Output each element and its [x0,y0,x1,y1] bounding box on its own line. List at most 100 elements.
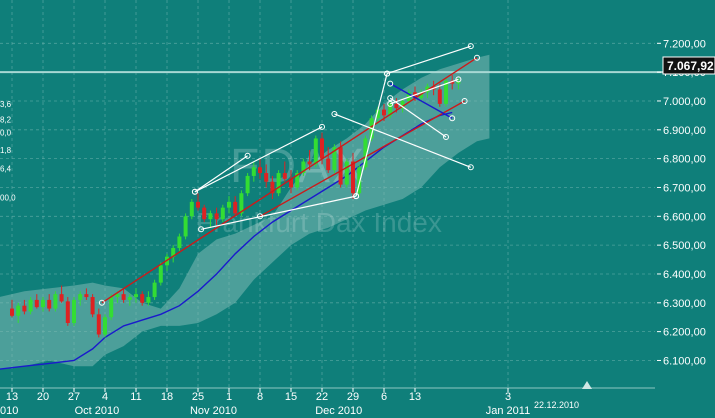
trend-handle-start-10 [387,100,394,107]
candle-39 [251,161,256,182]
candle-body-70 [444,80,448,104]
candle-40 [258,158,262,179]
candle-0 [10,299,14,318]
volatility-band [0,54,490,370]
candle-body-12 [84,294,89,298]
candle-body-5 [41,299,45,308]
trend-handle-start-8 [387,95,394,102]
candle-body-15 [103,317,107,335]
candle-30 [196,193,200,211]
candle-body-59 [375,109,380,119]
candle-body-10 [72,299,76,323]
candle-13 [90,294,95,318]
candle-body-49 [313,138,318,165]
current-price-label: 7.067,92 [667,59,714,73]
candles [10,75,461,338]
x-day-label-10: 22 [316,391,328,403]
trend-line-1 [259,100,465,217]
candle-body-26 [171,248,176,257]
candle-23 [152,279,157,300]
candle-51 [326,147,331,174]
candle-12 [84,288,89,300]
candle-body-18 [121,294,126,300]
candle-body-35 [227,201,231,208]
candle-21 [140,291,145,306]
current-price-marker: 7.067,92 [662,56,715,75]
trend-line-9 [334,113,472,168]
candle-body-51 [326,158,331,171]
candle-18 [121,288,126,303]
candle-body-47 [301,161,306,174]
candle-body-19 [127,297,132,300]
y-tick-label-0: 7.200,00 [663,38,706,50]
candle-body-56 [357,167,362,194]
trend-handle-end-7 [467,43,474,50]
trend-line-0 [101,57,478,304]
candle-34 [220,204,225,223]
candle-body-17 [115,294,120,298]
candle-27 [177,233,182,251]
candle-body-20 [134,294,138,298]
trend-line-4 [194,155,248,193]
candle-body-52 [332,147,337,171]
candle-body-40 [258,167,262,174]
candle-body-55 [351,161,355,194]
candle-31 [202,204,207,223]
candle-body-3 [28,299,33,312]
y-tick-label-9: 6.300,00 [663,298,706,310]
trend-handle-end-3 [319,123,325,130]
candle-29 [189,199,194,220]
candle-1 [16,302,21,323]
candle-body-62 [394,103,399,109]
candle-52 [332,144,337,174]
current-price-box [662,56,715,75]
candle-body-41 [264,173,269,182]
x-month-label-3: Dec 2010 [315,405,362,417]
candle-57 [363,135,368,171]
candle-body-29 [189,201,194,217]
candle-70 [444,77,448,107]
candle-body-24 [158,265,163,283]
y-tick-label-6: 6.600,00 [663,211,706,223]
candle-body-36 [233,201,238,214]
trend-lines [98,43,480,306]
candle-body-1 [16,305,21,316]
x-month-label-0: 010 [0,405,18,417]
candle-45 [289,170,293,194]
candle-body-2 [22,305,27,312]
trend-handle-start-5 [198,226,205,233]
y-tick-label-3: 6.900,00 [663,125,706,137]
candle-54 [344,158,349,188]
trend-handle-start-2 [387,80,394,87]
candle-body-61 [388,103,393,116]
fib-label-0: 3,6 [0,100,12,109]
candle-body-54 [344,161,349,185]
candle-33 [214,207,219,225]
candle-body-34 [220,207,225,220]
fib-label-2: 0,0 [0,129,12,138]
candle-body-32 [208,213,213,220]
y-tick-label-7: 6.500,00 [663,240,706,252]
trend-handle-end-4 [244,152,251,159]
candle-body-4 [34,299,39,308]
candle-42 [270,175,275,199]
candle-body-42 [270,181,275,194]
y-tick-label-8: 6.400,00 [663,269,706,281]
candle-46 [295,170,300,191]
candle-41 [264,164,269,188]
x-day-label-6: 25 [192,391,204,403]
candle-body-11 [78,294,83,300]
candle-24 [158,262,163,286]
candle-3 [28,297,33,315]
trend-handle-start-9 [331,110,338,117]
x-day-label-3: 4 [102,391,108,403]
trend-line-6 [355,73,388,197]
candle-38 [245,173,250,197]
candle-body-23 [152,282,157,298]
fib-label-3: 1,8 [0,146,12,155]
candle-63 [400,98,405,113]
trend-handle-start-0 [98,299,105,306]
candle-22 [146,291,151,306]
